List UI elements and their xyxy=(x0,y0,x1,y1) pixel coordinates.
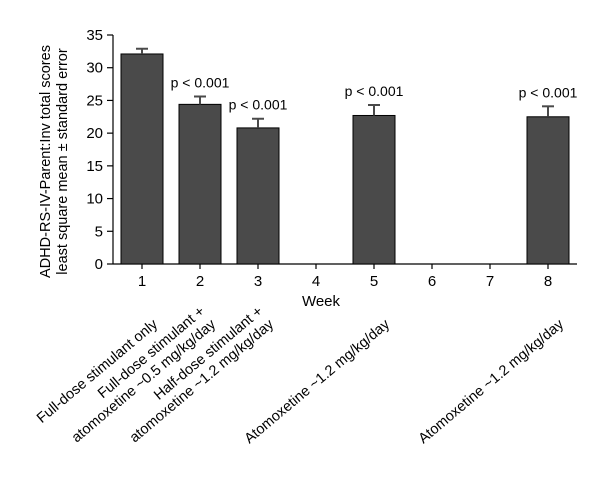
x-tick-label: 8 xyxy=(544,273,552,290)
y-tick-label: 10 xyxy=(86,191,103,208)
y-axis: 0 5 10 15 20 25 30 35 xyxy=(86,27,114,273)
y-axis-title: ADHD-RS-IV-Parent:Inv total scores least … xyxy=(38,45,71,278)
y-tick-label: 5 xyxy=(95,223,103,240)
bars xyxy=(120,47,570,265)
x-tick-label: 3 xyxy=(254,273,262,290)
treatment-label: Atomoxetine ~1.2 mg/kg/day xyxy=(416,316,568,447)
bar xyxy=(120,53,164,265)
p-value-label: p < 0.001 xyxy=(519,84,578,100)
x-tick-label: 1 xyxy=(138,273,146,290)
annotations: p < 0.001 p < 0.001 p < 0.001 p < 0.001 xyxy=(171,75,578,113)
bar xyxy=(526,116,570,265)
y-tick-label: 20 xyxy=(86,125,103,142)
bar xyxy=(352,114,396,265)
x-axis-title: Week xyxy=(302,293,341,310)
y-tick-label: 35 xyxy=(86,27,103,44)
y-tick-label: 30 xyxy=(86,60,103,77)
bar xyxy=(178,103,222,265)
x-tick-label: 4 xyxy=(312,273,320,290)
y-tick-label: 15 xyxy=(86,158,103,175)
y-axis-title-line: least square mean ± standard error xyxy=(55,48,71,275)
x-tick-label: 7 xyxy=(486,273,494,290)
x-axis: 1 2 3 4 5 6 7 8 xyxy=(113,263,577,290)
p-value-label: p < 0.001 xyxy=(345,83,404,99)
x-tick-label: 6 xyxy=(428,273,436,290)
x-tick-label: 2 xyxy=(196,273,204,290)
bar xyxy=(236,127,280,265)
x-tick-label: 5 xyxy=(370,273,378,290)
p-value-label: p < 0.001 xyxy=(171,75,230,91)
y-tick-label: 0 xyxy=(95,256,103,273)
p-value-label: p < 0.001 xyxy=(229,97,288,113)
y-tick-label: 25 xyxy=(86,92,103,109)
y-axis-title-line: ADHD-RS-IV-Parent:Inv total scores xyxy=(38,45,54,278)
treatment-label-line: Atomoxetine ~1.2 mg/kg/day xyxy=(416,316,568,447)
